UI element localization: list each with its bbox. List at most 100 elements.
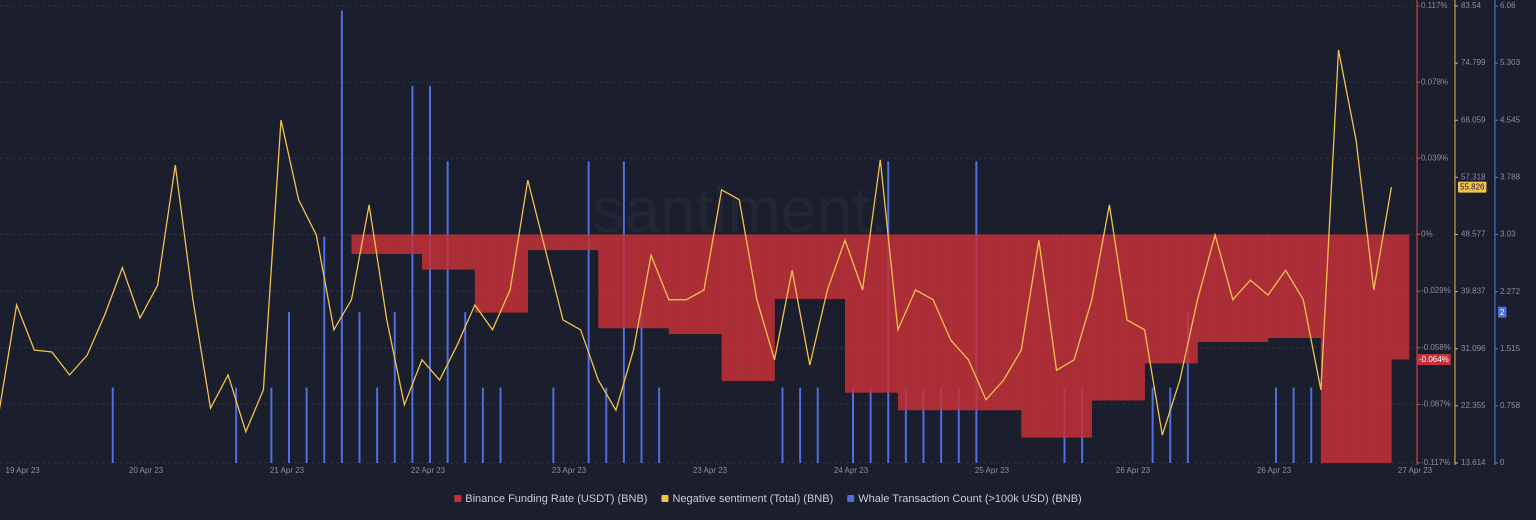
badge-bg	[1458, 181, 1487, 193]
funding-bar	[897, 234, 916, 411]
y-tick-label: 4.545	[1500, 115, 1521, 124]
whale-bar	[358, 312, 361, 463]
badge-label: 2	[1500, 308, 1505, 317]
whale-bar	[1186, 312, 1189, 463]
funding-bar	[580, 234, 599, 251]
whale-bar	[799, 387, 802, 463]
whale-bar	[1292, 387, 1295, 463]
whale-bar	[922, 387, 925, 463]
badge-label: 55.826	[1460, 183, 1485, 192]
whale-bar	[305, 387, 308, 463]
x-tick-label: 20 Apr 23	[129, 466, 164, 475]
funding-bar	[1056, 234, 1075, 438]
whale-bar	[605, 387, 608, 463]
value-badge: 2	[1498, 306, 1507, 318]
x-tick-label: 23 Apr 23	[552, 466, 587, 475]
funding-bar	[1373, 234, 1392, 463]
whale-bar	[481, 387, 484, 463]
funding-bar	[1303, 234, 1322, 339]
y-tick-label: 31.096	[1461, 344, 1486, 353]
funding-bar	[457, 234, 476, 270]
y-tick-label: 39.837	[1461, 287, 1486, 296]
funding-bar	[915, 234, 934, 411]
x-tick-label: 19 Apr 23	[6, 466, 41, 475]
funding-bar	[386, 234, 405, 255]
badge-bg	[1417, 353, 1451, 365]
funding-bar	[1338, 234, 1357, 463]
x-tick-label: 26 Apr 23	[1116, 466, 1151, 475]
legend-swatch	[454, 495, 462, 502]
funding-bar	[1391, 234, 1410, 360]
funding-bar	[598, 234, 617, 329]
funding-bar	[880, 234, 899, 393]
y-tick-label: 0.117%	[1421, 1, 1448, 10]
badge-label: -0.064%	[1419, 355, 1449, 364]
value-badge: 55.826	[1458, 181, 1487, 193]
funding-bar	[862, 234, 881, 393]
y-tick-label: 0	[1500, 458, 1505, 467]
y-tick-label: 6.06	[1500, 1, 1516, 10]
funding-bar	[1268, 234, 1286, 339]
funding-bar	[369, 234, 388, 255]
funding-bar	[1021, 234, 1040, 438]
funding-bar	[739, 234, 758, 381]
funding-bar	[651, 234, 670, 329]
whale-bar	[852, 387, 854, 463]
y-tick-label: -0.087%	[1421, 400, 1451, 409]
funding-bar	[1003, 234, 1022, 411]
y-tick-label: -0.117%	[1421, 458, 1450, 467]
x-tick-label: 22 Apr 23	[411, 466, 446, 475]
whale-bar	[288, 312, 290, 463]
badge-bg	[1498, 306, 1507, 318]
whale-bar	[1275, 387, 1277, 463]
whale-bar	[270, 387, 273, 463]
funding-bar	[986, 234, 1004, 411]
y-tick-label: 0%	[1421, 230, 1433, 239]
legend-label: Negative sentiment (Total) (BNB)	[672, 493, 833, 505]
y-tick-label: 22.355	[1461, 401, 1486, 410]
funding-bar	[1232, 234, 1251, 342]
whale-bar	[1151, 387, 1154, 463]
value-badge: -0.064%	[1417, 353, 1451, 365]
legend-swatch	[661, 495, 669, 502]
x-tick-label: 21 Apr 23	[270, 466, 305, 475]
whale-bar	[1310, 387, 1313, 463]
whale-bar	[340, 10, 343, 464]
funding-bar	[492, 234, 511, 313]
funding-bar	[845, 234, 863, 393]
funding-bar	[668, 234, 687, 335]
whale-bar	[1169, 387, 1172, 463]
whale-bar	[957, 387, 960, 463]
y-tick-label: 0.039%	[1421, 153, 1448, 162]
whale-bar	[429, 85, 431, 464]
y-tick-label: 0.758	[1500, 401, 1521, 410]
y-tick-label: 48.577	[1461, 230, 1486, 239]
funding-bar	[527, 234, 546, 251]
y-tick-label: -0.058%	[1421, 343, 1451, 352]
funding-bar	[1091, 234, 1110, 401]
funding-bar	[774, 234, 793, 299]
funding-bar	[1215, 234, 1234, 342]
funding-bar	[933, 234, 952, 411]
y-tick-label: 83.54	[1461, 1, 1482, 10]
funding-bar	[1038, 234, 1057, 438]
whale-bar	[464, 312, 467, 463]
watermark: santiment.	[592, 174, 887, 246]
funding-bar	[686, 234, 705, 335]
whale-bar	[940, 387, 943, 463]
funding-bar	[827, 234, 846, 299]
funding-bar	[404, 234, 423, 255]
whale-bar	[411, 85, 414, 464]
funding-bar	[968, 234, 987, 411]
x-tick-label: 24 Apr 23	[834, 466, 869, 475]
whale-bar	[499, 387, 502, 463]
funding-bar	[1197, 234, 1216, 342]
legend-swatch	[847, 495, 855, 502]
y-tick-label: 2.272	[1500, 287, 1521, 296]
x-tick-label: 25 Apr 23	[975, 466, 1010, 475]
y-tick-label: 1.515	[1500, 344, 1521, 353]
funding-bar	[1127, 234, 1145, 401]
funding-bar	[809, 234, 828, 299]
